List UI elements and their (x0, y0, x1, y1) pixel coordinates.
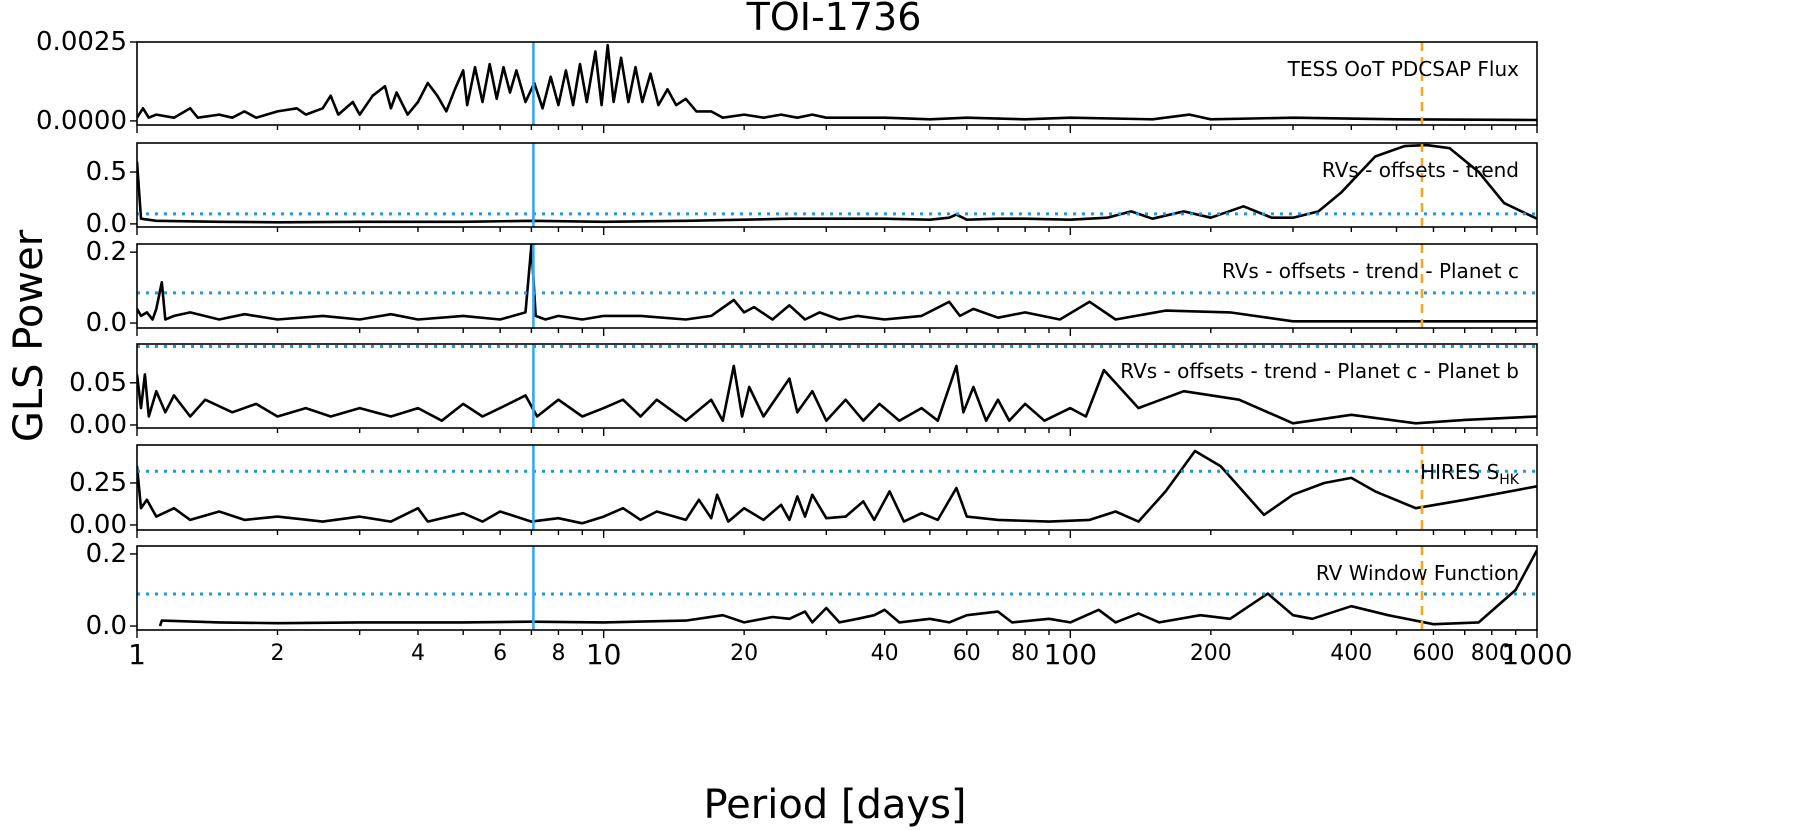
x-tick-label: 100 (1044, 638, 1097, 671)
y-tick-label: 0.5 (86, 157, 127, 187)
x-tick-label: 10 (586, 638, 622, 671)
panel-label: HIRES SHK (1420, 460, 1520, 488)
panel-frame (136, 444, 1538, 531)
y-tick-label: 0.25 (69, 468, 127, 498)
power-curve (137, 364, 1537, 425)
y-tick-label: 0.0 (86, 611, 127, 641)
panel-label: RVs - offsets - trend (1322, 158, 1519, 182)
x-tick-label: 40 (871, 641, 899, 666)
x-axis-label: Period [days] (703, 782, 966, 828)
x-tick-label: 8 (551, 641, 565, 666)
y-tick-label: 0.00 (69, 510, 127, 540)
panel-label-subscript: HK (1499, 472, 1520, 488)
x-tick-label: 20 (730, 641, 758, 666)
x-tick-label: 2 (270, 641, 284, 666)
x-tick-label: 80 (1011, 641, 1039, 666)
power-curve (158, 549, 1537, 627)
power-curve (137, 449, 1537, 525)
panel-frame (136, 243, 1538, 329)
x-tick-label: 4 (411, 641, 425, 666)
panel-frame (136, 545, 1538, 631)
x-tick-label: 1 (128, 638, 146, 671)
panel-label: RVs - offsets - trend - Planet c - Plane… (1120, 359, 1519, 383)
x-tick-label: 200 (1190, 641, 1232, 666)
x-tick-label: 1000 (1501, 638, 1572, 671)
y-tick-label: 0.0 (86, 308, 127, 338)
power-curve (137, 43, 1537, 122)
panel-label-text: RV Window Function (1316, 561, 1519, 585)
power-curve (137, 143, 1537, 224)
panel-label-text: TESS OoT PDCSAP Flux (1287, 57, 1519, 81)
x-tick-label: 800 (1471, 641, 1513, 666)
x-tick-label: 60 (953, 641, 981, 666)
chart-title: TOI-1736 (746, 0, 922, 39)
panel-frame (136, 41, 1538, 126)
panel-frame (136, 343, 1538, 429)
panel-label: RV Window Function (1316, 561, 1519, 585)
y-tick-label: 0.0000 (36, 106, 127, 136)
panel-label-text: RVs - offsets - trend - Planet c - Plane… (1120, 359, 1519, 383)
panel-1: TESS OoT PDCSAP Flux 0.0000 0.0025 (36, 27, 1538, 136)
panel-5: HIRES SHK 0.00 0.25 (69, 444, 1538, 540)
panel-label-text: RVs - offsets - trend (1322, 158, 1519, 182)
x-tick-label: 600 (1412, 641, 1454, 666)
x-tick-label: 400 (1330, 641, 1372, 666)
panel-3: RVs - offsets - trend - Planet c 0.0 0.2 (86, 237, 1538, 338)
power-curve (137, 244, 1537, 323)
x-tick-label: 6 (493, 641, 507, 666)
panels: TESS OoT PDCSAP Flux 0.0000 0.0025 RVs - of… (36, 27, 1573, 671)
panel-label: TESS OoT PDCSAP Flux (1287, 57, 1519, 81)
panel-2: RVs - offsets - trend 0.0 0.5 (86, 142, 1538, 239)
y-tick-label: 0.2 (86, 237, 127, 267)
y-axis-label: GLS Power (6, 229, 52, 442)
y-tick-label: 0.00 (69, 410, 127, 440)
panel-4: RVs - offsets - trend - Planet c - Plane… (69, 343, 1538, 440)
panel-label-text: RVs - offsets - trend - Planet c (1222, 259, 1519, 283)
panel-label-text: HIRES S (1420, 460, 1499, 484)
y-tick-label: 0.05 (69, 368, 127, 398)
panel-frame (136, 142, 1538, 228)
panel-label: RVs - offsets - trend - Planet c (1222, 259, 1519, 283)
y-tick-label: 0.0025 (36, 27, 127, 57)
y-tick-label: 0.2 (86, 539, 127, 569)
y-tick-label: 0.0 (86, 209, 127, 239)
